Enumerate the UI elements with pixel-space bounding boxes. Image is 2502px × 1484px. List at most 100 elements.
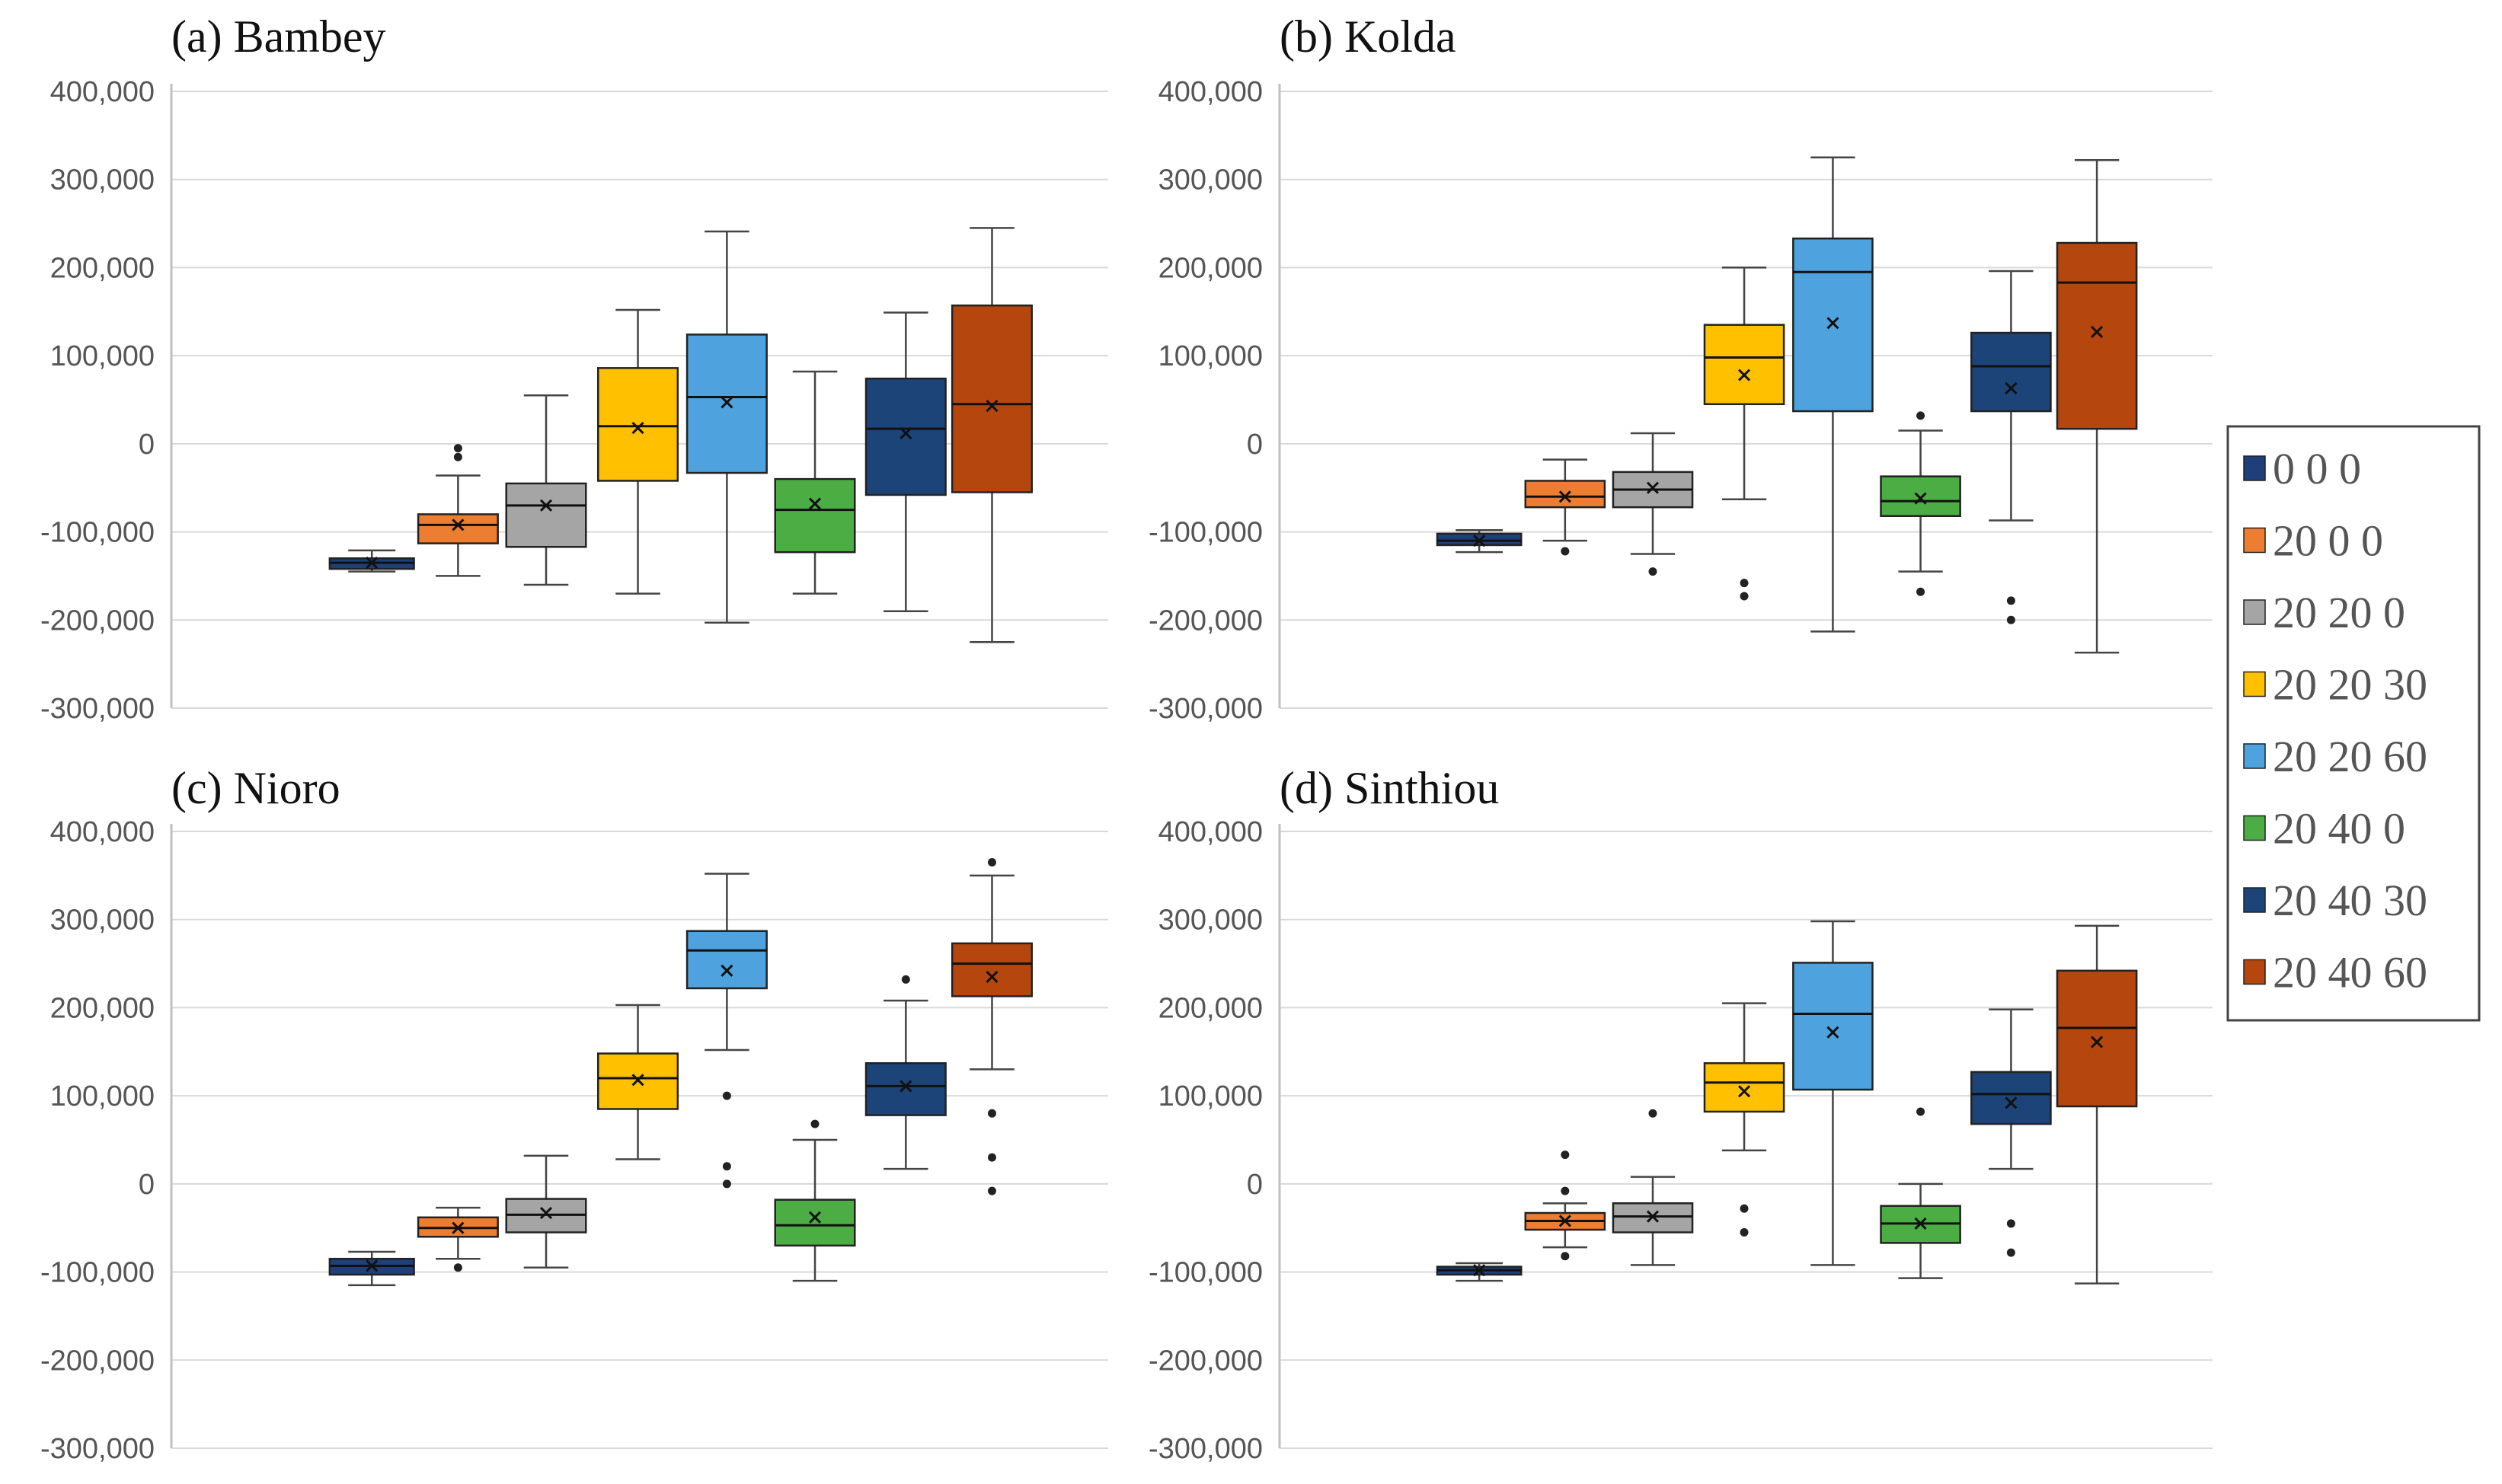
- box-1: [1524, 1150, 1606, 1261]
- legend-swatch: [2243, 527, 2266, 554]
- outlier-point: [1561, 547, 1570, 556]
- box-iqr: [774, 1198, 856, 1247]
- mean-marker: [900, 426, 912, 440]
- y-tick-label: 100,000: [1158, 340, 1263, 372]
- panel-bambey: (a) Bambey 400,000 300,000 200,000 100,000 0…: [40, 11, 1108, 725]
- y-tick-label: 300,000: [50, 905, 155, 937]
- mean-marker: [1473, 1264, 1486, 1277]
- outlier-point: [1740, 579, 1749, 588]
- mean-marker: [631, 421, 644, 435]
- outlier-point: [2006, 615, 2015, 624]
- y-tick-label: 100,000: [1158, 1080, 1263, 1112]
- y-tick-label: 200,000: [1158, 252, 1263, 284]
- outlier-point: [901, 975, 910, 984]
- mean-marker: [721, 396, 733, 409]
- box-iqr: [1524, 480, 1606, 509]
- panel-title: (b) Kolda: [1280, 11, 1456, 62]
- box-iqr: [685, 930, 768, 990]
- mean-marker: [900, 1080, 912, 1093]
- mean-marker: [2091, 1036, 2104, 1048]
- y-tick-label: -300,000: [1149, 1433, 1263, 1465]
- mean-marker: [539, 1206, 553, 1220]
- y-tick-label: -200,000: [40, 1345, 155, 1377]
- box-7: [951, 227, 1034, 643]
- box-iqr: [2056, 241, 2138, 430]
- outlier-point: [453, 444, 462, 453]
- box-1: [1524, 458, 1606, 556]
- mean-marker: [986, 400, 999, 413]
- box-iqr: [1703, 324, 1785, 406]
- panel-sinthiou: (d) Sinthiou 400,000 300,000 200,000 100,00…: [1149, 763, 2213, 1465]
- panel-title: (d) Sinthiou: [1280, 763, 1499, 813]
- box-0: [328, 1250, 415, 1287]
- mean-marker: [1646, 1210, 1660, 1223]
- box-iqr: [774, 477, 856, 554]
- y-tick-label: -200,000: [1149, 605, 1263, 637]
- box-iqr: [597, 367, 679, 482]
- y-tick-label: 400,000: [1158, 76, 1263, 108]
- outlier-point: [987, 1109, 996, 1118]
- mean-marker: [631, 1074, 644, 1087]
- mean-marker: [1646, 481, 1660, 494]
- box-0: [1436, 1262, 1523, 1282]
- y-tick-label: -200,000: [40, 605, 155, 637]
- mean-marker: [539, 499, 553, 512]
- legend-label: 20 40 0: [2273, 804, 2405, 854]
- box-4: [1792, 156, 1874, 633]
- box-iqr: [1880, 475, 1961, 517]
- box-2: [505, 1154, 587, 1269]
- y-tick-label: 100,000: [50, 1080, 155, 1112]
- box-0: [1436, 529, 1523, 554]
- y-tick-label: 100,000: [50, 340, 155, 372]
- box-5: [774, 370, 856, 595]
- legend-swatch: [2243, 887, 2266, 913]
- box-0: [328, 549, 415, 573]
- outlier-point: [1561, 1186, 1570, 1195]
- y-tick-label: -100,000: [40, 517, 155, 549]
- outlier-point: [1916, 411, 1925, 420]
- box-iqr: [864, 1062, 947, 1116]
- y-tick-label: 0: [139, 429, 155, 461]
- mean-marker: [2005, 1096, 2018, 1109]
- outlier-point: [722, 1091, 731, 1100]
- outlier-point: [987, 1153, 996, 1162]
- box-iqr: [1970, 1071, 2052, 1125]
- y-tick-label: -100,000: [40, 1257, 155, 1289]
- y-tick-label: 300,000: [1158, 905, 1263, 937]
- legend-swatch: [2243, 599, 2266, 625]
- legend: 0 0 0 20 0 0 20 20 0 20 20 30 20 20 60 20 40 …: [2226, 425, 2481, 1022]
- box-3: [597, 1004, 679, 1160]
- box-iqr: [1703, 1062, 1785, 1113]
- mean-marker: [808, 497, 822, 510]
- y-tick-label: 400,000: [50, 816, 155, 848]
- box-3: [597, 308, 679, 595]
- outlier-point: [2006, 596, 2015, 605]
- mean-marker: [2005, 381, 2018, 395]
- y-tick-label: 200,000: [50, 252, 155, 284]
- panel-nioro: (c) Nioro 400,000 300,000 200,000 100,000 0 -…: [40, 763, 1108, 1465]
- y-tick-label: 200,000: [1158, 992, 1263, 1024]
- box-3: [1703, 1002, 1785, 1237]
- box-2: [1612, 1109, 1694, 1266]
- legend-swatch: [2243, 743, 2266, 769]
- y-tick-label: 300,000: [50, 164, 155, 196]
- mean-marker: [1558, 1214, 1571, 1227]
- y-tick-label: 0: [139, 1169, 155, 1201]
- box-4: [685, 873, 768, 1189]
- outlier-point: [722, 1179, 731, 1189]
- mean-marker: [721, 964, 733, 977]
- box-7: [2056, 924, 2138, 1285]
- box-1: [417, 444, 499, 577]
- legend-swatch: [2243, 959, 2266, 985]
- outlier-point: [1561, 1252, 1570, 1261]
- y-tick-label: 400,000: [1158, 816, 1263, 848]
- y-tick-label: -100,000: [1149, 517, 1263, 549]
- outlier-point: [1916, 1107, 1925, 1116]
- box-iqr: [951, 304, 1034, 493]
- legend-label: 20 40 60: [2273, 948, 2427, 997]
- legend-label: 0 0 0: [2273, 444, 2361, 493]
- box-3: [1703, 266, 1785, 601]
- box-iqr: [1970, 331, 2052, 413]
- y-tick-label: 200,000: [50, 992, 155, 1024]
- outlier-point: [1740, 1228, 1749, 1237]
